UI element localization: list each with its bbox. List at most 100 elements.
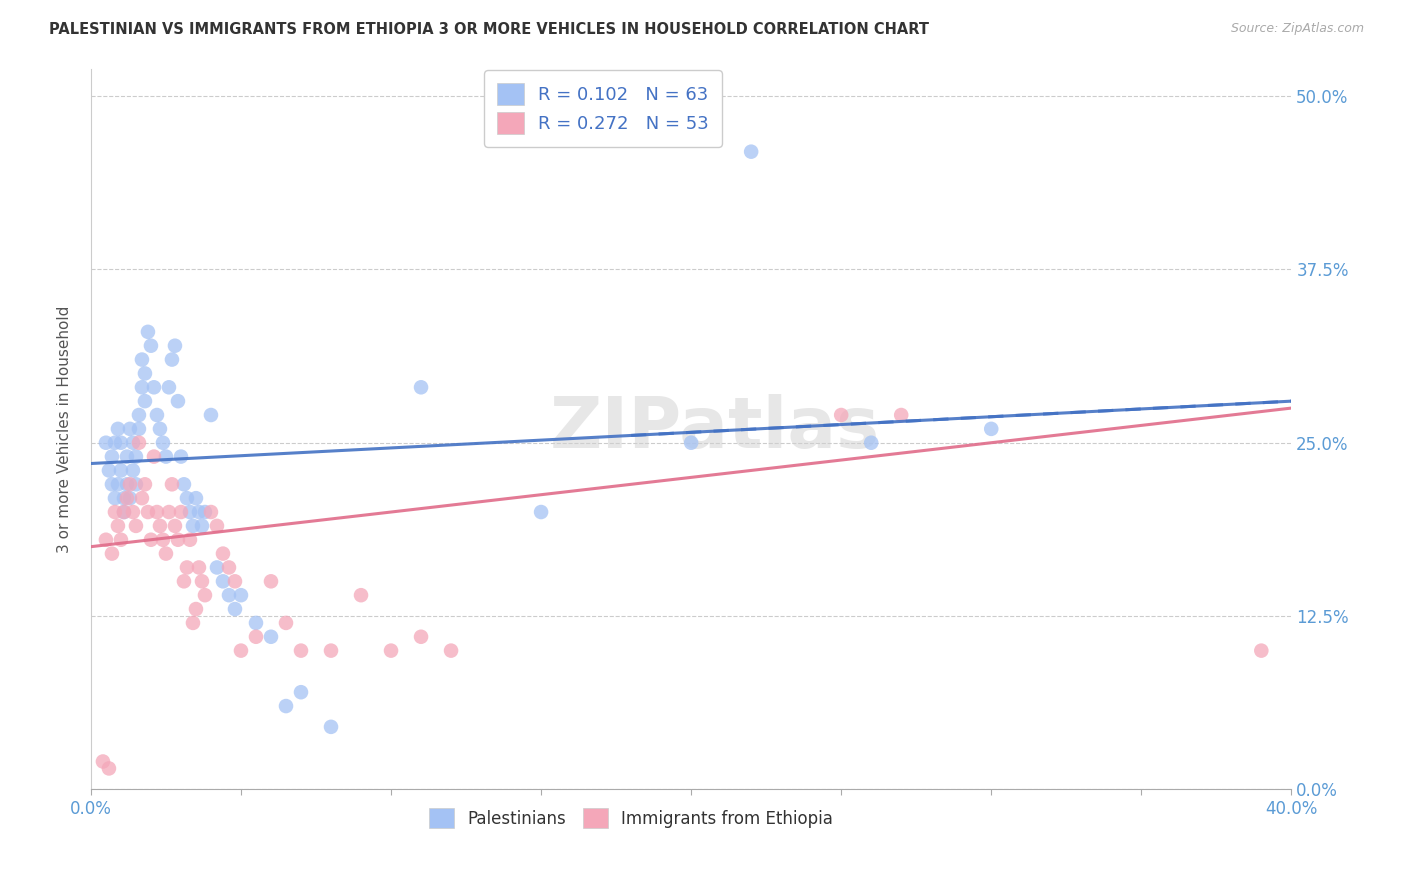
Point bbox=[205, 519, 228, 533]
Point bbox=[160, 352, 183, 367]
Point bbox=[319, 643, 342, 657]
Point bbox=[179, 533, 201, 547]
Point bbox=[104, 505, 127, 519]
Point bbox=[200, 408, 222, 422]
Point bbox=[146, 505, 169, 519]
Point bbox=[112, 505, 135, 519]
Point bbox=[194, 505, 217, 519]
Point bbox=[274, 615, 297, 630]
Point bbox=[118, 422, 141, 436]
Point bbox=[115, 477, 138, 491]
Point bbox=[97, 761, 120, 775]
Point bbox=[139, 533, 162, 547]
Point bbox=[118, 491, 141, 505]
Point bbox=[142, 380, 165, 394]
Point bbox=[440, 643, 463, 657]
Point bbox=[115, 491, 138, 505]
Point bbox=[157, 380, 180, 394]
Point bbox=[104, 435, 127, 450]
Point bbox=[319, 720, 342, 734]
Point bbox=[530, 505, 553, 519]
Point bbox=[224, 602, 246, 616]
Point bbox=[681, 435, 703, 450]
Point bbox=[149, 519, 172, 533]
Point bbox=[260, 630, 283, 644]
Point bbox=[122, 463, 145, 477]
Point bbox=[229, 643, 252, 657]
Point bbox=[125, 450, 148, 464]
Point bbox=[860, 435, 883, 450]
Point bbox=[149, 422, 172, 436]
Point bbox=[350, 588, 373, 602]
Point bbox=[115, 450, 138, 464]
Point bbox=[157, 505, 180, 519]
Point bbox=[181, 519, 204, 533]
Point bbox=[188, 560, 211, 574]
Point bbox=[212, 547, 235, 561]
Point bbox=[112, 505, 135, 519]
Point bbox=[97, 463, 120, 477]
Point bbox=[890, 408, 912, 422]
Y-axis label: 3 or more Vehicles in Household: 3 or more Vehicles in Household bbox=[58, 305, 72, 552]
Point bbox=[136, 505, 159, 519]
Point bbox=[179, 505, 201, 519]
Point bbox=[122, 435, 145, 450]
Point bbox=[274, 699, 297, 714]
Point bbox=[101, 547, 124, 561]
Point bbox=[167, 394, 190, 409]
Point bbox=[245, 615, 267, 630]
Point bbox=[290, 685, 312, 699]
Point bbox=[101, 450, 124, 464]
Point bbox=[176, 491, 198, 505]
Point bbox=[128, 422, 150, 436]
Point bbox=[134, 394, 156, 409]
Point bbox=[380, 643, 402, 657]
Point bbox=[142, 450, 165, 464]
Point bbox=[191, 519, 214, 533]
Point bbox=[110, 533, 132, 547]
Point bbox=[409, 380, 432, 394]
Point bbox=[980, 422, 1002, 436]
Point bbox=[118, 477, 141, 491]
Point bbox=[104, 491, 127, 505]
Point bbox=[128, 408, 150, 422]
Point bbox=[131, 491, 153, 505]
Point bbox=[107, 519, 129, 533]
Point bbox=[173, 477, 195, 491]
Point bbox=[134, 477, 156, 491]
Point bbox=[409, 630, 432, 644]
Point bbox=[1250, 643, 1272, 657]
Text: Source: ZipAtlas.com: Source: ZipAtlas.com bbox=[1230, 22, 1364, 36]
Legend: Palestinians, Immigrants from Ethiopia: Palestinians, Immigrants from Ethiopia bbox=[422, 801, 839, 835]
Point bbox=[218, 588, 240, 602]
Point bbox=[107, 477, 129, 491]
Point bbox=[200, 505, 222, 519]
Point bbox=[110, 463, 132, 477]
Point bbox=[155, 547, 177, 561]
Point bbox=[139, 339, 162, 353]
Point bbox=[181, 615, 204, 630]
Point bbox=[740, 145, 762, 159]
Point bbox=[184, 602, 207, 616]
Point bbox=[128, 435, 150, 450]
Point bbox=[245, 630, 267, 644]
Point bbox=[212, 574, 235, 589]
Point bbox=[155, 450, 177, 464]
Point bbox=[224, 574, 246, 589]
Point bbox=[205, 560, 228, 574]
Point bbox=[194, 588, 217, 602]
Point bbox=[94, 435, 117, 450]
Point bbox=[260, 574, 283, 589]
Point bbox=[107, 422, 129, 436]
Point bbox=[290, 643, 312, 657]
Point bbox=[152, 533, 174, 547]
Point bbox=[91, 755, 114, 769]
Point bbox=[163, 519, 186, 533]
Point bbox=[170, 450, 193, 464]
Point bbox=[184, 491, 207, 505]
Point bbox=[134, 367, 156, 381]
Point bbox=[122, 505, 145, 519]
Point bbox=[101, 477, 124, 491]
Point bbox=[152, 435, 174, 450]
Point bbox=[163, 339, 186, 353]
